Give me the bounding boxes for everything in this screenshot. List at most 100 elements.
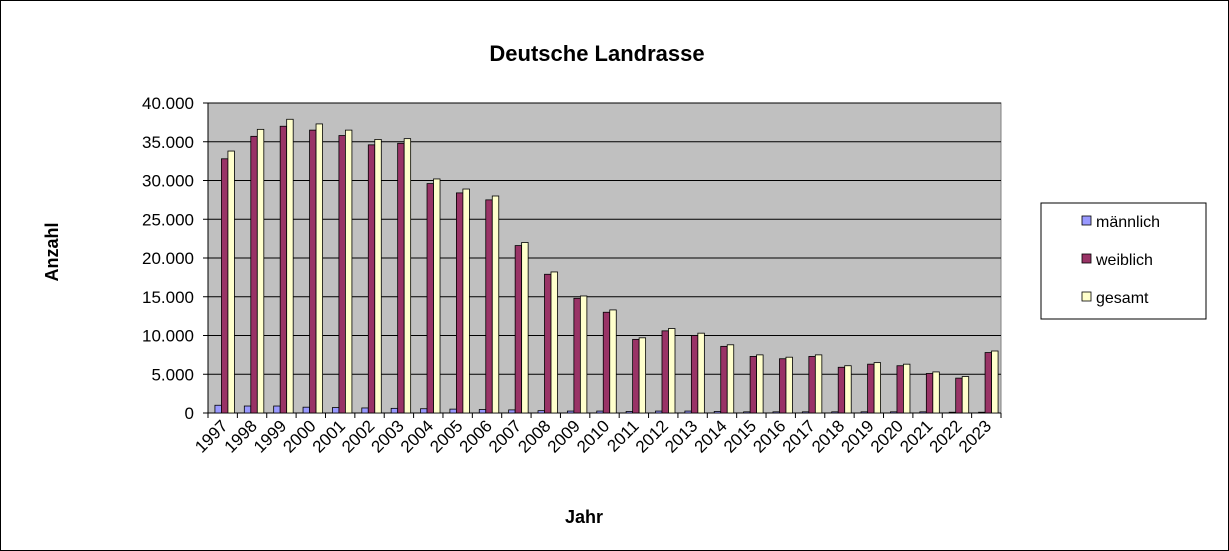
- y-axis-ticks: 0 5.000 10.000 15.000 20.000 25.000 30.000 35.0…: [142, 94, 208, 423]
- bar-weiblich-2022: [955, 377, 963, 414]
- x-tick-label: 2000: [279, 416, 319, 456]
- x-tick-label: 2010: [573, 416, 613, 456]
- bar-weiblich-2019: [867, 363, 875, 414]
- bar-weiblich-2009: [573, 297, 581, 414]
- x-tick-label: 2006: [456, 416, 496, 456]
- bar-weiblich-1999: [279, 125, 288, 414]
- bar-männlich-2003: [390, 407, 399, 414]
- bar-gesamt-2001: [345, 129, 353, 414]
- bar-männlich-2017: [801, 411, 810, 414]
- bar-gesamt-2014: [726, 344, 735, 414]
- bar-gesamt-1999: [286, 118, 294, 414]
- bar-weiblich-2000: [309, 129, 317, 414]
- y-tick-label: 30.000: [142, 172, 194, 191]
- bar-weiblich-2008: [544, 273, 552, 414]
- bar-gesamt-2016: [785, 356, 793, 414]
- legend: männlich weiblich gesamt: [1040, 202, 1207, 320]
- bar-gesamt-2015: [756, 354, 764, 414]
- bar-gesamt-2005: [462, 188, 470, 414]
- bar-männlich-2009: [566, 410, 575, 414]
- bar-gesamt-2009: [579, 295, 588, 414]
- bars: [214, 118, 999, 414]
- y-axis-title: Anzahl: [42, 222, 62, 281]
- bar-weiblich-1998: [250, 135, 258, 414]
- x-tick-label: 2019: [837, 416, 877, 456]
- bar-männlich-2007: [508, 409, 516, 414]
- bar-männlich-2020: [890, 411, 898, 414]
- x-tick-label: 2001: [309, 416, 349, 456]
- x-tick-label: 2014: [691, 416, 731, 456]
- x-tick-label: 1999: [250, 416, 290, 456]
- legend-swatch-männlich: [1081, 215, 1092, 226]
- y-tick-label: 10.000: [142, 327, 194, 346]
- bar-weiblich-2007: [514, 245, 523, 414]
- bar-weiblich-1997: [221, 158, 229, 414]
- x-tick-label: 2009: [544, 416, 584, 456]
- x-tick-label: 2016: [749, 416, 789, 456]
- legend-label-männlich: männlich: [1096, 214, 1160, 231]
- bar-weiblich-2013: [690, 335, 699, 414]
- y-tick-label: 25.000: [142, 210, 194, 229]
- x-axis-ticks: 1997199819992000200120022003200420052006…: [191, 413, 1002, 457]
- bar-gesamt-2012: [668, 328, 676, 414]
- x-tick-label: 2005: [426, 416, 466, 456]
- bar-gesamt-2008: [550, 271, 558, 414]
- bar-gesamt-2018: [844, 365, 852, 414]
- y-tick-label: 20.000: [142, 249, 194, 268]
- chart-title: Deutsche Landrasse: [489, 41, 704, 66]
- bar-gesamt-1997: [227, 150, 235, 414]
- bar-männlich-2004: [420, 408, 428, 414]
- legend-swatch-gesamt: [1081, 291, 1092, 302]
- bar-weiblich-2004: [426, 183, 434, 414]
- legend-swatch-weiblich: [1081, 253, 1092, 264]
- bar-weiblich-2020: [896, 365, 904, 414]
- bar-männlich-2011: [625, 411, 634, 414]
- x-tick-label: 2007: [485, 416, 525, 456]
- bar-weiblich-2016: [779, 358, 787, 414]
- bar-männlich-2023: [978, 411, 986, 414]
- bar-weiblich-2015: [749, 356, 758, 414]
- bar-männlich-2012: [655, 410, 663, 414]
- bar-männlich-2015: [743, 411, 751, 414]
- bar-weiblich-2021: [925, 373, 934, 414]
- bar-gesamt-2017: [814, 354, 823, 414]
- bar-gesamt-2019: [873, 362, 881, 414]
- x-tick-label: 2015: [720, 416, 760, 456]
- bar-männlich-2016: [772, 411, 780, 414]
- bar-männlich-2002: [361, 407, 369, 414]
- bar-gesamt-2000: [315, 123, 323, 414]
- bar-weiblich-2017: [808, 356, 816, 414]
- x-tick-label: 2023: [955, 416, 995, 456]
- y-tick-label: 5.000: [151, 365, 194, 384]
- bar-männlich-2006: [478, 409, 487, 414]
- bar-weiblich-2023: [984, 352, 992, 414]
- bar-gesamt-2003: [403, 138, 412, 414]
- x-tick-label: 2018: [808, 416, 848, 456]
- bar-gesamt-2007: [521, 242, 529, 414]
- bar-gesamt-2023: [991, 350, 999, 414]
- bar-männlich-1999: [273, 405, 281, 414]
- bar-männlich-2013: [684, 410, 692, 414]
- bar-weiblich-2012: [661, 330, 669, 414]
- y-tick-label: 0: [185, 404, 194, 423]
- x-tick-label: 2017: [779, 416, 819, 456]
- y-tick-label: 15.000: [142, 288, 194, 307]
- bar-männlich-2014: [713, 411, 722, 414]
- x-tick-label: 2011: [603, 416, 642, 455]
- bar-weiblich-2014: [720, 345, 728, 414]
- x-tick-label: 2002: [338, 416, 378, 456]
- bar-männlich-2022: [948, 411, 957, 414]
- bar-männlich-2021: [919, 411, 927, 414]
- bar-männlich-2010: [596, 410, 604, 414]
- bar-weiblich-2002: [367, 144, 376, 414]
- x-tick-label: 2008: [514, 416, 554, 456]
- bar-männlich-1997: [214, 404, 222, 414]
- bar-gesamt-2006: [491, 195, 500, 414]
- bar-männlich-2019: [860, 411, 868, 414]
- bar-gesamt-2011: [638, 337, 647, 414]
- bar-männlich-2001: [332, 407, 340, 414]
- legend-label-gesamt: gesamt: [1096, 290, 1149, 307]
- legend-box: [1040, 202, 1207, 320]
- bar-gesamt-2020: [903, 363, 911, 414]
